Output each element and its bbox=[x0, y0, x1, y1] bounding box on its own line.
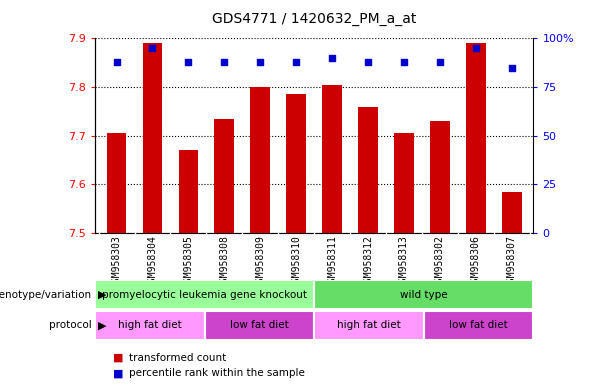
Text: GSM958306: GSM958306 bbox=[471, 235, 481, 288]
Bar bbox=[143, 43, 162, 233]
Point bbox=[399, 59, 409, 65]
Bar bbox=[95, 280, 314, 309]
Bar bbox=[424, 311, 533, 340]
Text: wild type: wild type bbox=[400, 290, 447, 300]
Bar bbox=[95, 311, 205, 340]
Point bbox=[507, 65, 517, 71]
Text: GSM958305: GSM958305 bbox=[183, 235, 194, 288]
Bar bbox=[178, 151, 198, 233]
Text: GSM958302: GSM958302 bbox=[435, 235, 445, 288]
Bar bbox=[430, 121, 450, 233]
Point bbox=[256, 59, 265, 65]
Text: promyelocytic leukemia gene knockout: promyelocytic leukemia gene knockout bbox=[102, 290, 307, 300]
Bar bbox=[314, 311, 424, 340]
Text: high fat diet: high fat diet bbox=[118, 320, 181, 331]
Bar bbox=[502, 192, 522, 233]
Text: GSM958303: GSM958303 bbox=[112, 235, 121, 288]
Point bbox=[183, 59, 193, 65]
Text: genotype/variation: genotype/variation bbox=[0, 290, 92, 300]
Text: GSM958312: GSM958312 bbox=[363, 235, 373, 288]
Bar bbox=[107, 133, 126, 233]
Text: GSM958304: GSM958304 bbox=[148, 235, 158, 288]
Text: high fat diet: high fat diet bbox=[337, 320, 401, 331]
Text: low fat diet: low fat diet bbox=[230, 320, 289, 331]
Bar bbox=[358, 106, 378, 233]
Point bbox=[435, 59, 445, 65]
Text: low fat diet: low fat diet bbox=[449, 320, 508, 331]
Text: GDS4771 / 1420632_PM_a_at: GDS4771 / 1420632_PM_a_at bbox=[212, 12, 416, 25]
Text: GSM958307: GSM958307 bbox=[507, 235, 517, 288]
Text: GSM958309: GSM958309 bbox=[255, 235, 265, 288]
Point bbox=[471, 45, 481, 51]
Point bbox=[291, 59, 301, 65]
Text: GSM958313: GSM958313 bbox=[399, 235, 409, 288]
Bar bbox=[205, 311, 314, 340]
Bar bbox=[250, 87, 270, 233]
Text: transformed count: transformed count bbox=[129, 353, 226, 363]
Bar bbox=[286, 94, 306, 233]
Text: ■: ■ bbox=[113, 368, 124, 378]
Bar bbox=[322, 84, 342, 233]
Text: ▶: ▶ bbox=[98, 290, 107, 300]
Bar bbox=[466, 43, 485, 233]
Point bbox=[363, 59, 373, 65]
Text: ▶: ▶ bbox=[98, 320, 107, 331]
Point bbox=[327, 55, 337, 61]
Text: GSM958311: GSM958311 bbox=[327, 235, 337, 288]
Text: percentile rank within the sample: percentile rank within the sample bbox=[129, 368, 305, 378]
Text: protocol: protocol bbox=[49, 320, 92, 331]
Bar bbox=[394, 133, 414, 233]
Text: ■: ■ bbox=[113, 353, 124, 363]
Bar bbox=[314, 280, 533, 309]
Point bbox=[219, 59, 229, 65]
Text: GSM958308: GSM958308 bbox=[219, 235, 229, 288]
Point bbox=[112, 59, 121, 65]
Text: GSM958310: GSM958310 bbox=[291, 235, 301, 288]
Point bbox=[148, 45, 158, 51]
Bar bbox=[215, 119, 234, 233]
